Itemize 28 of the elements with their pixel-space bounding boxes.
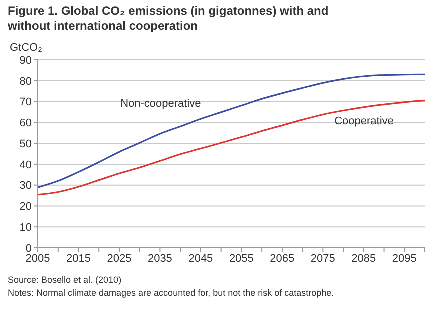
- line-series: [38, 100, 425, 196]
- y-axis-title: GtCO₂: [10, 42, 44, 54]
- x-tick-label: 2055: [229, 252, 254, 265]
- chart-title: Figure 1. Global CO₂ emissions (in gigatonnes) with and without international cooperation: [8, 4, 330, 34]
- y-tick-label: 80: [20, 76, 32, 88]
- x-tick-label: 2065: [270, 252, 295, 265]
- x-tick-label: 2095: [392, 252, 417, 265]
- series-label: Cooperative: [334, 116, 394, 128]
- x-tick-label: 2045: [188, 252, 214, 265]
- x-tick-label: 2005: [26, 252, 50, 265]
- y-tick-label: 10: [20, 222, 32, 234]
- text: Notes: Normal climate damages are accounted for, but not the risk of catastrophe.: [8, 287, 336, 300]
- source-note: Source: Bosello et al. (2010): [8, 274, 123, 287]
- x-tick-label: 2015: [66, 252, 91, 265]
- x-tick-label: 2025: [107, 252, 132, 265]
- x-tick-label: 2085: [352, 252, 376, 265]
- y-tick-label: 40: [20, 159, 32, 172]
- y-tick-label: 30: [20, 180, 32, 192]
- y-tick-label: 0: [26, 242, 32, 255]
- y-tick-label: 70: [20, 96, 32, 109]
- x-tick-label: 2075: [310, 252, 336, 265]
- y-tick-label: 50: [20, 138, 32, 150]
- y-tick-label: 90: [20, 54, 32, 67]
- series-label: Non-cooperative: [120, 98, 202, 110]
- y-tick-label: 60: [20, 118, 32, 130]
- line-series: [38, 74, 425, 188]
- y-tick-label: 20: [20, 201, 32, 214]
- x-tick-label: 2035: [148, 252, 172, 265]
